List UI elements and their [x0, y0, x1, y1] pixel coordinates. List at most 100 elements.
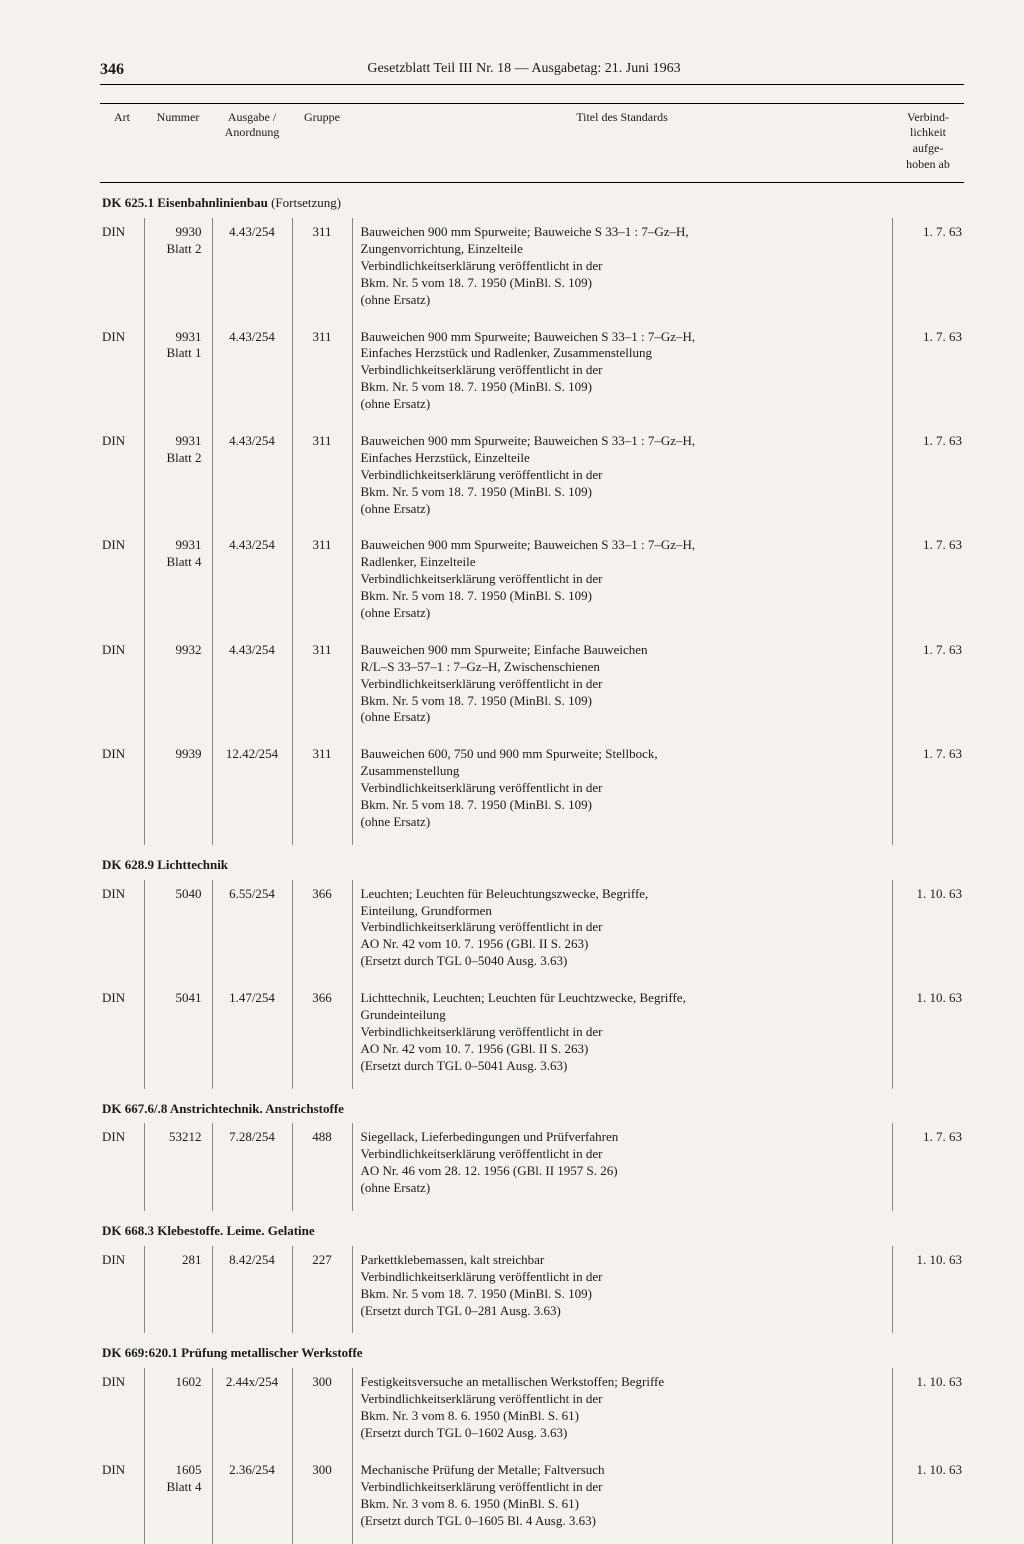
- cell-art: DIN: [100, 740, 144, 844]
- cell-ausgabe: 6.55/254: [212, 880, 292, 984]
- table-header-row: Art Nummer Ausgabe / Anordnung Gruppe Ti…: [100, 103, 964, 182]
- table-row: DIN9931 Blatt 24.43/254311Bauweichen 900…: [100, 427, 964, 531]
- section-heading-row: DK 667.6/.8 Anstrichtechnik. Anstrichsto…: [100, 1089, 964, 1124]
- cell-nummer: 5041: [144, 984, 212, 1088]
- section-heading: DK 669:620.1 Prüfung metallischer Werkst…: [100, 1333, 964, 1368]
- cell-verb: 1. 7. 63: [892, 740, 964, 844]
- cell-titel: Bauweichen 600, 750 und 900 mm Spurweite…: [352, 740, 892, 844]
- cell-titel: Bauweichen 900 mm Spurweite; Bauweiche S…: [352, 218, 892, 322]
- cell-gruppe: 488: [292, 1123, 352, 1211]
- table-row: DIN9930 Blatt 24.43/254311Bauweichen 900…: [100, 218, 964, 322]
- cell-verb: 1. 7. 63: [892, 218, 964, 322]
- cell-art: DIN: [100, 218, 144, 322]
- cell-gruppe: 311: [292, 427, 352, 531]
- cell-art: DIN: [100, 1246, 144, 1334]
- col-gruppe: Gruppe: [292, 103, 352, 182]
- standards-table: Art Nummer Ausgabe / Anordnung Gruppe Ti…: [100, 103, 964, 1544]
- table-row: DIN2818.42/254227Parkettklebemassen, kal…: [100, 1246, 964, 1334]
- table-row: DIN993912.42/254311Bauweichen 600, 750 u…: [100, 740, 964, 844]
- cell-gruppe: 311: [292, 323, 352, 427]
- cell-art: DIN: [100, 427, 144, 531]
- cell-titel: Parkettklebemassen, kalt streichbar Verb…: [352, 1246, 892, 1334]
- table-row: DIN99324.43/254311Bauweichen 900 mm Spur…: [100, 636, 964, 740]
- cell-gruppe: 227: [292, 1246, 352, 1334]
- cell-verb: 1. 10. 63: [892, 1368, 964, 1456]
- cell-gruppe: 311: [292, 531, 352, 635]
- cell-art: DIN: [100, 880, 144, 984]
- cell-nummer: 9939: [144, 740, 212, 844]
- cell-verb: 1. 10. 63: [892, 984, 964, 1088]
- cell-gruppe: 366: [292, 880, 352, 984]
- cell-nummer: 1602: [144, 1368, 212, 1456]
- cell-nummer: 9931 Blatt 4: [144, 531, 212, 635]
- section-heading-row: DK 668.3 Klebestoffe. Leime. Gelatine: [100, 1211, 964, 1246]
- page-number: 346: [100, 60, 124, 81]
- table-row: DIN9931 Blatt 14.43/254311Bauweichen 900…: [100, 323, 964, 427]
- cell-ausgabe: 4.43/254: [212, 323, 292, 427]
- cell-gruppe: 311: [292, 636, 352, 740]
- cell-nummer: 9931 Blatt 1: [144, 323, 212, 427]
- cell-titel: Leuchten; Leuchten für Beleuchtungszweck…: [352, 880, 892, 984]
- cell-ausgabe: 1.47/254: [212, 984, 292, 1088]
- section-heading: DK 668.3 Klebestoffe. Leime. Gelatine: [100, 1211, 964, 1246]
- table-row: DIN16022.44x/254300Festigkeitsversuche a…: [100, 1368, 964, 1456]
- cell-verb: 1. 7. 63: [892, 636, 964, 740]
- section-heading: DK 625.1 Eisenbahnlinienbau (Fortsetzung…: [100, 183, 964, 218]
- cell-gruppe: 300: [292, 1456, 352, 1544]
- page-header: 346 Gesetzblatt Teil III Nr. 18 — Ausgab…: [100, 60, 964, 85]
- table-body: DK 625.1 Eisenbahnlinienbau (Fortsetzung…: [100, 183, 964, 1544]
- col-titel: Titel des Standards: [352, 103, 892, 182]
- section-heading-row: DK 625.1 Eisenbahnlinienbau (Fortsetzung…: [100, 183, 964, 218]
- cell-verb: 1. 10. 63: [892, 1246, 964, 1334]
- cell-titel: Siegellack, Lieferbedingungen und Prüfve…: [352, 1123, 892, 1211]
- cell-ausgabe: 4.43/254: [212, 218, 292, 322]
- cell-titel: Bauweichen 900 mm Spurweite; Bauweichen …: [352, 427, 892, 531]
- col-verb: Verbind- lichkeit aufge- hoben ab: [892, 103, 964, 182]
- col-nummer: Nummer: [144, 103, 212, 182]
- cell-ausgabe: 4.43/254: [212, 427, 292, 531]
- cell-art: DIN: [100, 1123, 144, 1211]
- cell-gruppe: 311: [292, 740, 352, 844]
- cell-art: DIN: [100, 1368, 144, 1456]
- cell-titel: Festigkeitsversuche an metallischen Werk…: [352, 1368, 892, 1456]
- cell-titel: Mechanische Prüfung der Metalle; Faltver…: [352, 1456, 892, 1544]
- section-heading: DK 628.9 Lichttechnik: [100, 845, 964, 880]
- cell-art: DIN: [100, 1456, 144, 1544]
- cell-nummer: 53212: [144, 1123, 212, 1211]
- cell-ausgabe: 7.28/254: [212, 1123, 292, 1211]
- cell-gruppe: 311: [292, 218, 352, 322]
- cell-art: DIN: [100, 531, 144, 635]
- section-heading-row: DK 669:620.1 Prüfung metallischer Werkst…: [100, 1333, 964, 1368]
- cell-ausgabe: 12.42/254: [212, 740, 292, 844]
- cell-ausgabe: 4.43/254: [212, 531, 292, 635]
- cell-ausgabe: 2.36/254: [212, 1456, 292, 1544]
- table-row: DIN50406.55/254366Leuchten; Leuchten für…: [100, 880, 964, 984]
- cell-nummer: 9930 Blatt 2: [144, 218, 212, 322]
- cell-nummer: 5040: [144, 880, 212, 984]
- cell-nummer: 9931 Blatt 2: [144, 427, 212, 531]
- section-heading-row: DK 628.9 Lichttechnik: [100, 845, 964, 880]
- table-row: DIN9931 Blatt 44.43/254311Bauweichen 900…: [100, 531, 964, 635]
- table-row: DIN50411.47/254366Lichttechnik, Leuchten…: [100, 984, 964, 1088]
- cell-art: DIN: [100, 323, 144, 427]
- cell-titel: Bauweichen 900 mm Spurweite; Bauweichen …: [352, 323, 892, 427]
- cell-art: DIN: [100, 984, 144, 1088]
- cell-verb: 1. 7. 63: [892, 531, 964, 635]
- cell-ausgabe: 4.43/254: [212, 636, 292, 740]
- col-ausgabe: Ausgabe / Anordnung: [212, 103, 292, 182]
- cell-gruppe: 366: [292, 984, 352, 1088]
- cell-verb: 1. 7. 63: [892, 427, 964, 531]
- cell-verb: 1. 10. 63: [892, 880, 964, 984]
- cell-art: DIN: [100, 636, 144, 740]
- cell-titel: Bauweichen 900 mm Spurweite; Einfache Ba…: [352, 636, 892, 740]
- cell-verb: 1. 7. 63: [892, 1123, 964, 1211]
- cell-verb: 1. 10. 63: [892, 1456, 964, 1544]
- cell-nummer: 281: [144, 1246, 212, 1334]
- table-row: DIN1605 Blatt 42.36/254300Mechanische Pr…: [100, 1456, 964, 1544]
- cell-titel: Lichttechnik, Leuchten; Leuchten für Leu…: [352, 984, 892, 1088]
- cell-gruppe: 300: [292, 1368, 352, 1456]
- col-art: Art: [100, 103, 144, 182]
- cell-nummer: 9932: [144, 636, 212, 740]
- cell-titel: Bauweichen 900 mm Spurweite; Bauweichen …: [352, 531, 892, 635]
- table-row: DIN532127.28/254488Siegellack, Lieferbed…: [100, 1123, 964, 1211]
